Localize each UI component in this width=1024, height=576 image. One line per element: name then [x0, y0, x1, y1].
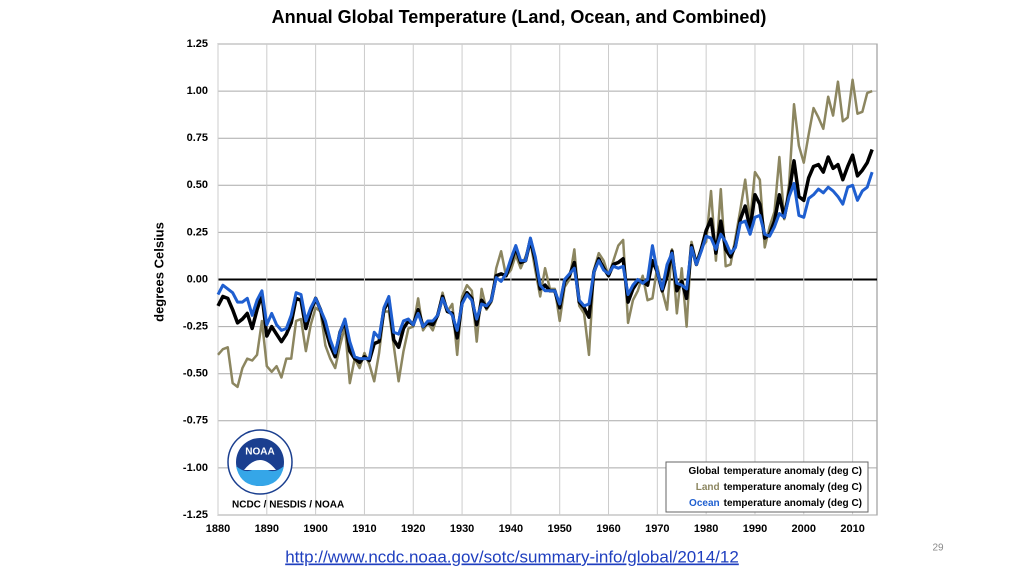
source-link[interactable]: http://www.ncdc.noaa.gov/sotc/summary-in… [285, 547, 739, 566]
legend: Global temperature anomaly (deg C) Land tem… [665, 461, 869, 513]
plot-area: -1.25 -1.00 -0.75 -0.50 -0.25 0.00 0.25 0.50 0.7… [183, 38, 878, 535]
series-line [216, 171, 874, 361]
x-tick-label: 1930 [450, 523, 474, 535]
x-tick-label: 2010 [840, 523, 864, 535]
legend-name: Ocean [689, 498, 720, 509]
legend-text: temperature anomaly (deg C) [724, 466, 862, 477]
y-tick-label: -0.25 [183, 321, 208, 333]
logo-wave [236, 462, 284, 486]
y-tick-label: 0.25 [187, 226, 208, 238]
legend-box [665, 461, 869, 513]
y-tick-label: 0.00 [187, 273, 208, 285]
legend-entry: Land temperature anomaly (deg C) [696, 482, 862, 493]
x-tick-label: 1970 [645, 523, 669, 535]
y-tick-label: -1.25 [183, 509, 208, 521]
x-tick-label: 1890 [255, 523, 279, 535]
x-tick-label: 1990 [743, 523, 767, 535]
x-tick-label: 1900 [303, 523, 327, 535]
source-text: NCDC / NESDIS / NOAA [232, 500, 344, 511]
y-tick-label: 1.00 [187, 85, 208, 97]
y-tick-label: 1.25 [187, 38, 208, 50]
logo-bird [244, 460, 276, 470]
legend-entry: Global temperature anomaly (deg C) [689, 466, 863, 477]
x-tick-label: 2000 [792, 523, 816, 535]
y-tick-label: 0.75 [187, 132, 208, 144]
y-axis-label: degrees Celsius [151, 222, 166, 322]
y-tick-label: -0.75 [183, 415, 208, 427]
logo-text: NOAA [245, 447, 274, 458]
y-tick-label: -1.00 [183, 462, 208, 474]
x-tick-label: 1880 [206, 523, 230, 535]
y-tick-label: 0.50 [187, 179, 208, 191]
x-tick-label: 1960 [596, 523, 620, 535]
x-tick-label: 1980 [694, 523, 718, 535]
legend-name: Land [696, 482, 720, 493]
y-tick-label: -0.50 [183, 368, 208, 380]
legend-name: Global [689, 466, 720, 477]
chart-title: Annual Global Temperature (Land, Ocean, … [272, 7, 767, 27]
x-tick-label: 1950 [547, 523, 571, 535]
x-tick-label: 1910 [352, 523, 376, 535]
x-tick-label: 1920 [401, 523, 425, 535]
page-number: 29 [932, 543, 944, 554]
x-tick-label: 1940 [499, 523, 523, 535]
noaa-logo: NOAA [227, 429, 293, 495]
legend-entry: Ocean temperature anomaly (deg C) [689, 498, 862, 509]
legend-text: temperature anomaly (deg C) [724, 498, 862, 509]
legend-text: temperature anomaly (deg C) [724, 482, 862, 493]
